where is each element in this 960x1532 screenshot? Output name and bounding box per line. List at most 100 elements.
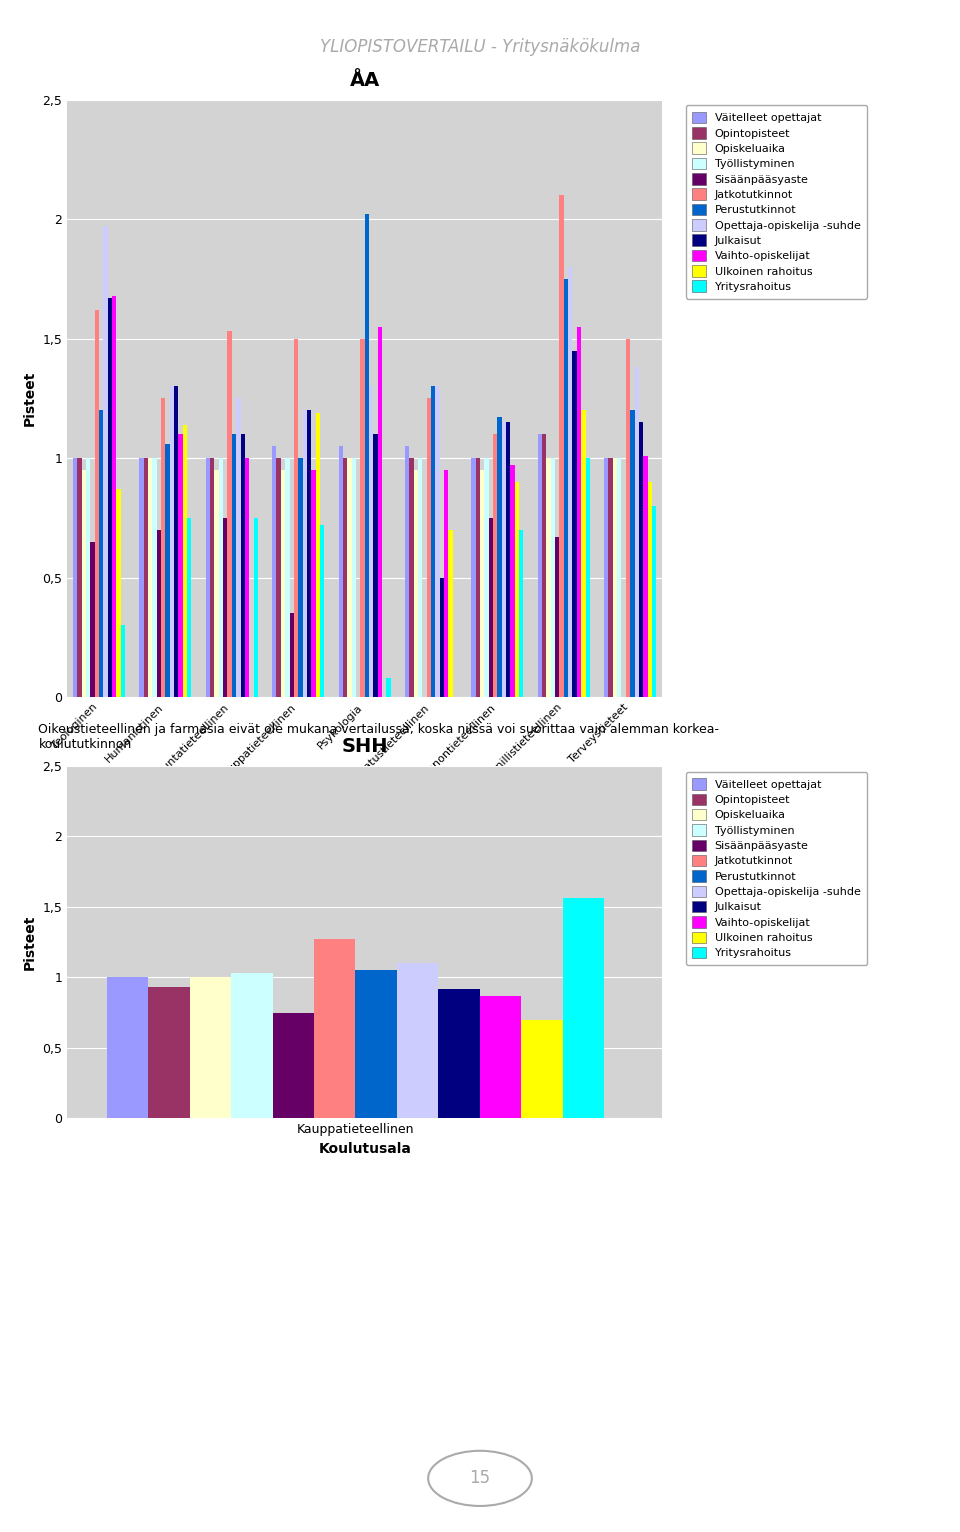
- Y-axis label: Pisteet: Pisteet: [23, 915, 36, 970]
- Bar: [542, 434, 546, 697]
- Bar: [612, 458, 617, 697]
- Bar: [480, 996, 521, 1118]
- Bar: [104, 227, 108, 697]
- Bar: [241, 434, 245, 697]
- Bar: [307, 411, 311, 697]
- Bar: [515, 483, 519, 697]
- Bar: [581, 411, 586, 697]
- Bar: [538, 434, 542, 697]
- Bar: [108, 297, 112, 697]
- X-axis label: Koulutusala: Koulutusala: [319, 806, 411, 820]
- Bar: [521, 1020, 563, 1118]
- Bar: [360, 339, 365, 697]
- Bar: [285, 458, 290, 697]
- Bar: [555, 536, 560, 697]
- Bar: [165, 444, 170, 697]
- Bar: [90, 542, 95, 697]
- Bar: [148, 458, 153, 697]
- Bar: [502, 423, 506, 697]
- Bar: [373, 434, 377, 697]
- Bar: [369, 386, 373, 697]
- Bar: [405, 446, 409, 697]
- Bar: [73, 458, 77, 697]
- Bar: [617, 458, 621, 697]
- Title: SHH: SHH: [342, 737, 388, 757]
- Bar: [156, 530, 161, 697]
- X-axis label: Koulutusala: Koulutusala: [319, 1141, 411, 1155]
- Bar: [560, 195, 564, 697]
- Bar: [563, 898, 604, 1118]
- Bar: [409, 458, 414, 697]
- Bar: [426, 398, 431, 697]
- Bar: [231, 434, 236, 697]
- Bar: [386, 679, 391, 697]
- Bar: [174, 386, 179, 697]
- Bar: [245, 458, 250, 697]
- Text: YLIOPISTOVERTAILU - Yritysnäkökulma: YLIOPISTOVERTAILU - Yritysnäkökulma: [320, 38, 640, 57]
- Bar: [626, 339, 630, 697]
- Bar: [116, 489, 121, 697]
- Y-axis label: Pisteet: Pisteet: [23, 371, 36, 426]
- Bar: [431, 386, 435, 697]
- Bar: [276, 458, 281, 697]
- Bar: [170, 386, 174, 697]
- Bar: [316, 412, 320, 697]
- Bar: [281, 470, 285, 697]
- Bar: [444, 470, 448, 697]
- Bar: [365, 214, 369, 697]
- Bar: [236, 398, 241, 697]
- Bar: [314, 939, 355, 1118]
- Bar: [348, 458, 351, 697]
- Bar: [493, 434, 497, 697]
- Bar: [272, 446, 276, 697]
- Bar: [546, 458, 551, 697]
- Bar: [107, 977, 148, 1118]
- Bar: [139, 458, 144, 697]
- Bar: [471, 458, 475, 697]
- Bar: [339, 446, 343, 697]
- Circle shape: [428, 1451, 532, 1506]
- Bar: [311, 470, 316, 697]
- Bar: [302, 411, 307, 697]
- Bar: [480, 470, 485, 697]
- Bar: [299, 458, 302, 697]
- Bar: [144, 458, 148, 697]
- Bar: [290, 613, 294, 697]
- Bar: [99, 411, 104, 697]
- Bar: [648, 483, 652, 697]
- Bar: [439, 988, 480, 1118]
- Bar: [630, 411, 635, 697]
- Bar: [418, 458, 422, 697]
- Bar: [95, 309, 99, 697]
- Bar: [77, 458, 82, 697]
- Bar: [511, 466, 515, 697]
- Bar: [253, 518, 258, 697]
- Bar: [652, 506, 657, 697]
- Bar: [214, 470, 219, 697]
- Bar: [568, 267, 572, 697]
- Bar: [121, 625, 125, 697]
- Bar: [506, 423, 511, 697]
- Bar: [635, 368, 639, 697]
- Bar: [475, 458, 480, 697]
- Bar: [187, 518, 191, 697]
- Bar: [320, 525, 324, 697]
- Bar: [231, 973, 273, 1118]
- Bar: [609, 458, 612, 697]
- Bar: [414, 470, 418, 697]
- Bar: [223, 518, 228, 697]
- Bar: [497, 417, 502, 697]
- Bar: [604, 458, 609, 697]
- Bar: [643, 455, 648, 697]
- Bar: [485, 458, 489, 697]
- Bar: [112, 296, 116, 697]
- Bar: [228, 331, 231, 697]
- Bar: [377, 326, 382, 697]
- Bar: [639, 423, 643, 697]
- Bar: [273, 1013, 314, 1118]
- Bar: [448, 530, 453, 697]
- Bar: [586, 458, 589, 697]
- Legend: Väitelleet opettajat, Opintopisteet, Opiskeluaika, Työllistyminen, Sisäänpääsyas: Väitelleet opettajat, Opintopisteet, Opi…: [685, 772, 867, 965]
- Bar: [153, 458, 156, 697]
- Bar: [86, 458, 90, 697]
